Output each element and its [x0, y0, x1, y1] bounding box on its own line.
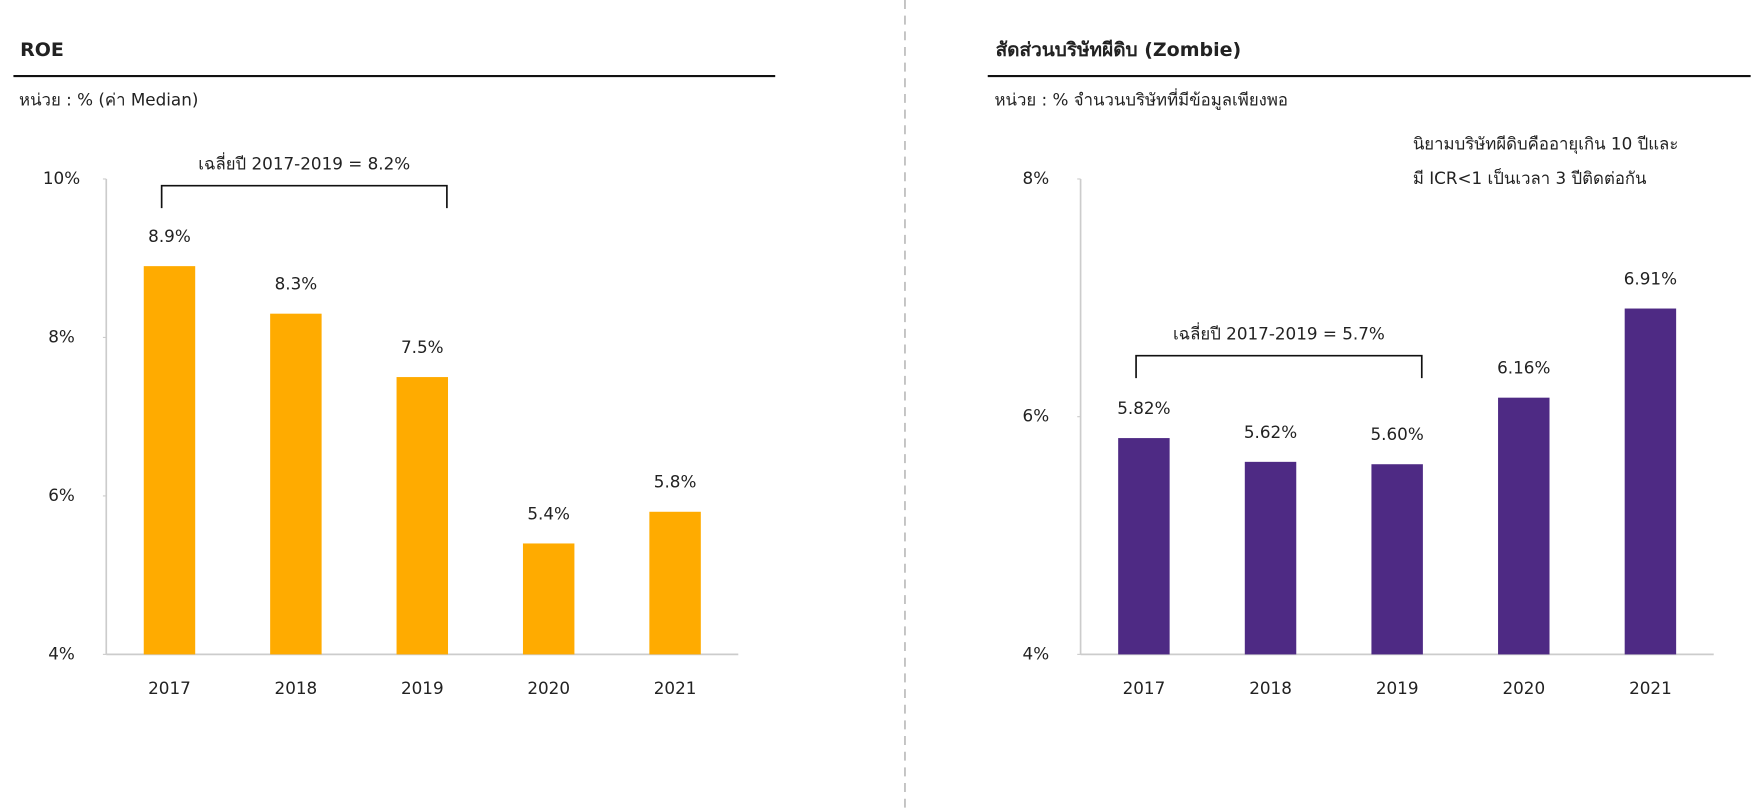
x-tick-label: 2020 [527, 678, 570, 698]
x-tick-label: 2021 [654, 678, 697, 698]
bar [1118, 438, 1170, 655]
x-tick-label: 2019 [401, 678, 444, 698]
y-tick-label: 6% [48, 485, 75, 505]
value-label: 8.3% [275, 274, 318, 294]
x-tick-label: 2017 [1123, 678, 1166, 698]
chart-title: ROE [20, 39, 64, 61]
x-tick-label: 2019 [1376, 678, 1419, 698]
y-tick-label: 6% [1023, 406, 1050, 426]
subtitle: หน่วย : % จำนวนบริษัทที่มีข้อมูลเพียงพอ [994, 88, 1288, 111]
bar [1371, 464, 1423, 655]
bracket [1135, 354, 1423, 379]
x-tick-label: 2020 [1502, 678, 1545, 698]
value-label: 5.4% [527, 503, 570, 523]
bar [522, 543, 575, 655]
note: นิยามบริษัทผีดิบคืออายุเกิน 10 ปีและ [1413, 133, 1679, 154]
value-label: 5.82% [1117, 398, 1170, 418]
subtitle: หน่วย : % (ค่า Median) [19, 90, 198, 110]
y-tick-label: 10% [43, 168, 80, 188]
value-label: 6.16% [1497, 358, 1550, 378]
bar [649, 511, 701, 655]
value-label: 7.5% [401, 337, 444, 357]
bar [396, 377, 449, 655]
x-tick-label: 2018 [1249, 678, 1292, 698]
x-tick-label: 2021 [1629, 678, 1672, 698]
y-tick-label: 4% [1023, 643, 1050, 663]
bracket [160, 184, 448, 209]
value-label: 8.9% [148, 226, 191, 246]
y-tick-label: 8% [48, 326, 75, 346]
y-tick-label: 4% [48, 643, 75, 663]
value-label: 5.60% [1371, 424, 1424, 444]
chart-title: สัดส่วนบริษัทผีดิบ (Zombie) [996, 39, 1242, 61]
bar [270, 313, 322, 655]
annotation: เฉลี่ยปี 2017-2019 = 5.7% [1173, 321, 1385, 343]
x-tick-label: 2017 [148, 678, 191, 698]
bar [143, 266, 196, 655]
y-tick-label: 8% [1023, 168, 1050, 188]
value-label: 5.8% [654, 472, 697, 492]
note: มี ICR<1 เป็นเวลา 3 ปีติดต่อกัน [1413, 168, 1647, 188]
value-label: 5.62% [1244, 422, 1297, 442]
x-tick-label: 2018 [275, 678, 318, 698]
bar [1624, 308, 1677, 655]
bar [1244, 461, 1297, 655]
annotation: เฉลี่ยปี 2017-2019 = 8.2% [198, 151, 410, 173]
value-label: 6.91% [1624, 268, 1677, 288]
bar [1498, 397, 1550, 655]
